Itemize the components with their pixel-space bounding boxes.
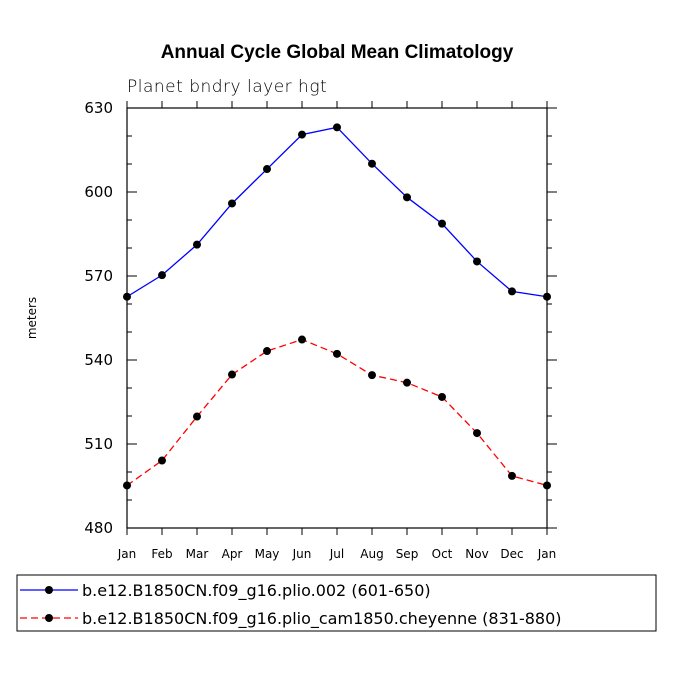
y-tick-label: 510 — [84, 435, 113, 453]
series-1-point — [158, 271, 166, 280]
series-2-point — [123, 481, 131, 490]
series-1-point — [508, 287, 516, 296]
series-layer — [123, 123, 551, 490]
series-1-point — [543, 292, 551, 301]
series-2-point — [228, 370, 236, 379]
series-1-point — [368, 159, 376, 168]
legend-marker-1 — [45, 586, 53, 594]
series-2-point — [368, 371, 376, 380]
y-tick-label: 600 — [84, 183, 113, 201]
series-2-point — [543, 481, 551, 490]
series-1-point — [333, 123, 341, 132]
axis-ticks — [126, 101, 557, 535]
y-tick-labels: 480 510 540 570 600 630 — [84, 99, 113, 537]
x-tick-label: Jan — [537, 547, 557, 561]
series-1-point — [123, 292, 131, 301]
x-tick-label: Mar — [186, 547, 209, 561]
x-tick-label: Apr — [222, 547, 243, 561]
series-line-2 — [126, 338, 548, 487]
y-tick-label: 630 — [84, 99, 113, 117]
x-tick-label: Nov — [465, 547, 488, 561]
plot-frame — [126, 107, 548, 529]
legend-marker-2 — [45, 614, 53, 622]
series-2-point — [158, 456, 166, 465]
y-tick-label: 540 — [84, 351, 113, 369]
series-2-point — [473, 429, 481, 438]
y-axis-label: meters — [25, 297, 39, 339]
series-line-1 — [126, 126, 548, 298]
chart-title: Annual Cycle Global Mean Climatology — [161, 42, 514, 63]
legend-label-1: b.e12.B1850CN.f09_g16.plio.002 (601-650) — [82, 581, 431, 601]
legend-box — [16, 574, 657, 632]
x-tick-label: Jul — [329, 547, 344, 561]
series-1-point — [403, 193, 411, 202]
x-tick-label: Feb — [151, 547, 172, 561]
x-tick-label: Sep — [396, 547, 419, 561]
x-tick-label: May — [255, 547, 280, 561]
x-tick-label: Dec — [500, 547, 523, 561]
x-tick-label: Jun — [292, 547, 312, 561]
chart-subtitle: Planet bndry layer hgt — [127, 77, 327, 97]
series-1-point — [193, 240, 201, 249]
series-2-point — [333, 349, 341, 358]
series-1-point — [263, 165, 271, 174]
x-tick-labels: Jan Feb Mar Apr May Jun Jul Aug Sep Oct Nov Dec Jan — [117, 547, 557, 561]
y-tick-label: 480 — [84, 519, 113, 537]
series-1-point — [473, 257, 481, 266]
y-tick-label: 570 — [84, 267, 113, 285]
series-2-point — [438, 392, 446, 401]
series-2-point — [263, 347, 271, 356]
x-tick-label: Oct — [432, 547, 453, 561]
legend-entry-1: b.e12.B1850CN.f09_g16.plio.002 (601-650) — [20, 581, 431, 601]
x-tick-label: Jan — [117, 547, 137, 561]
series-1-point — [228, 199, 236, 208]
series-2-point — [508, 471, 516, 480]
series-2-point — [193, 412, 201, 421]
series-1-point — [438, 219, 446, 228]
series-1-point — [298, 130, 306, 139]
series-2-point — [298, 335, 306, 344]
x-tick-label: Aug — [360, 547, 383, 561]
legend-entry-2: b.e12.B1850CN.f09_g16.plio_cam1850.cheye… — [20, 609, 562, 629]
series-2-point — [403, 378, 411, 387]
legend-label-2: b.e12.B1850CN.f09_g16.plio_cam1850.cheye… — [82, 609, 562, 629]
